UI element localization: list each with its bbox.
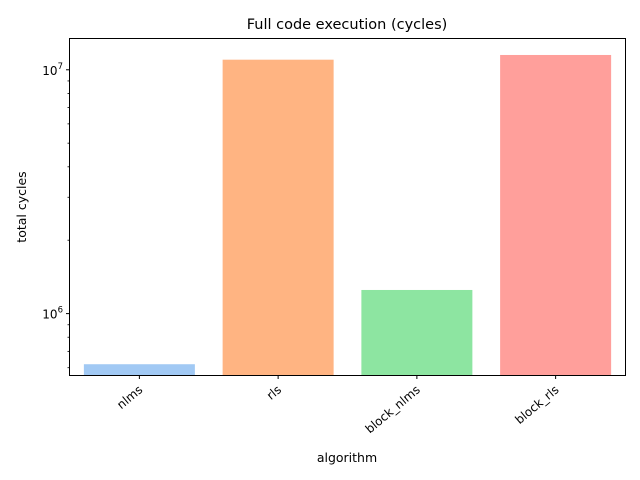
bar-block_nlms	[361, 289, 473, 375]
x-tick-label-block_rls: block_rls	[512, 383, 561, 427]
plot-frame	[69, 38, 626, 376]
plot-area	[83, 54, 612, 376]
y-tick-label: 106	[42, 306, 63, 322]
x-axis: nlms rls block_nlms block_rls	[114, 375, 562, 437]
x-tick-label-rls: rls	[264, 383, 284, 403]
y-axis: 106 107	[42, 62, 70, 369]
bar-block_rls	[500, 54, 612, 376]
chart-title: Full code execution (cycles)	[247, 17, 448, 33]
x-tick-label-nlms: nlms	[114, 383, 145, 412]
x-tick-label-block_nlms: block_nlms	[363, 383, 423, 437]
x-axis-label: algorithm	[317, 450, 377, 465]
bar-nlms	[83, 364, 195, 375]
y-axis-label: total cycles	[14, 171, 29, 242]
y-tick-label: 107	[42, 62, 63, 78]
bar-rls	[222, 59, 334, 376]
